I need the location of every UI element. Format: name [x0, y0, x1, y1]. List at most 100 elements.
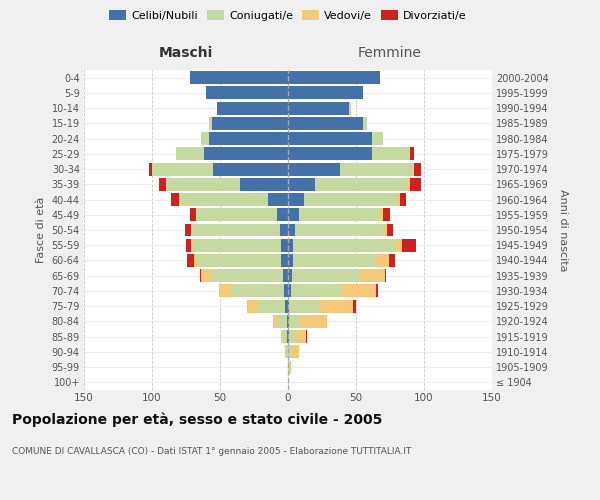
- Bar: [288, 239, 293, 252]
- Bar: [284, 284, 288, 298]
- Bar: [360, 269, 385, 282]
- Bar: [152, 162, 213, 175]
- Bar: [273, 315, 278, 328]
- Bar: [186, 239, 191, 252]
- Bar: [176, 148, 203, 160]
- Bar: [402, 239, 416, 252]
- Bar: [288, 224, 295, 236]
- Bar: [383, 224, 387, 236]
- Bar: [288, 300, 289, 312]
- Bar: [203, 148, 288, 160]
- Bar: [288, 315, 289, 328]
- Bar: [288, 102, 349, 114]
- Bar: [305, 330, 307, 343]
- Bar: [289, 330, 295, 343]
- Bar: [149, 162, 152, 175]
- Bar: [185, 224, 191, 236]
- Bar: [187, 254, 194, 267]
- Bar: [287, 330, 288, 343]
- Bar: [292, 269, 360, 282]
- Bar: [288, 117, 363, 130]
- Bar: [285, 346, 288, 358]
- Bar: [288, 330, 289, 343]
- Bar: [315, 178, 407, 191]
- Bar: [194, 254, 197, 267]
- Bar: [353, 300, 356, 312]
- Bar: [410, 178, 421, 191]
- Bar: [349, 102, 350, 114]
- Bar: [395, 239, 402, 252]
- Bar: [288, 193, 304, 206]
- Bar: [288, 178, 315, 191]
- Bar: [343, 284, 376, 298]
- Bar: [288, 254, 293, 267]
- Bar: [288, 71, 380, 84]
- Bar: [415, 162, 421, 175]
- Bar: [300, 315, 328, 328]
- Bar: [292, 346, 299, 358]
- Bar: [281, 330, 283, 343]
- Bar: [200, 269, 201, 282]
- Bar: [295, 224, 383, 236]
- Bar: [380, 208, 383, 221]
- Text: Femmine: Femmine: [358, 46, 422, 60]
- Bar: [289, 300, 319, 312]
- Bar: [241, 178, 288, 191]
- Bar: [387, 224, 393, 236]
- Bar: [201, 132, 209, 145]
- Bar: [373, 148, 410, 160]
- Bar: [288, 284, 291, 298]
- Bar: [201, 269, 212, 282]
- Bar: [376, 284, 378, 298]
- Bar: [407, 178, 410, 191]
- Bar: [232, 284, 284, 298]
- Bar: [209, 117, 212, 130]
- Bar: [285, 300, 288, 312]
- Bar: [212, 269, 283, 282]
- Bar: [397, 193, 400, 206]
- Y-axis label: Anni di nascita: Anni di nascita: [559, 188, 568, 271]
- Bar: [288, 346, 292, 358]
- Bar: [319, 300, 353, 312]
- Y-axis label: Fasce di età: Fasce di età: [36, 197, 46, 263]
- Bar: [281, 239, 288, 252]
- Bar: [218, 284, 232, 298]
- Bar: [363, 117, 367, 130]
- Legend: Celibi/Nubili, Coniugati/e, Vedovi/e, Divorziati/e: Celibi/Nubili, Coniugati/e, Vedovi/e, Di…: [105, 6, 471, 25]
- Bar: [293, 254, 375, 267]
- Bar: [197, 254, 281, 267]
- Bar: [190, 208, 196, 221]
- Bar: [196, 208, 277, 221]
- Bar: [281, 254, 288, 267]
- Bar: [299, 208, 380, 221]
- Bar: [278, 315, 287, 328]
- Bar: [289, 360, 291, 374]
- Bar: [191, 239, 193, 252]
- Bar: [166, 178, 241, 191]
- Bar: [288, 269, 292, 282]
- Bar: [159, 178, 166, 191]
- Bar: [277, 208, 288, 221]
- Bar: [206, 86, 288, 100]
- Bar: [400, 193, 406, 206]
- Bar: [389, 254, 395, 267]
- Bar: [287, 315, 288, 328]
- Bar: [288, 86, 363, 100]
- Text: COMUNE DI CAVALLASCA (CO) - Dati ISTAT 1° gennaio 2005 - Elaborazione TUTTITALIA: COMUNE DI CAVALLASCA (CO) - Dati ISTAT 1…: [12, 448, 412, 456]
- Bar: [293, 239, 395, 252]
- Text: Popolazione per età, sesso e stato civile - 2005: Popolazione per età, sesso e stato civil…: [12, 412, 382, 427]
- Bar: [375, 254, 389, 267]
- Bar: [247, 300, 258, 312]
- Bar: [212, 117, 288, 130]
- Bar: [288, 148, 373, 160]
- Bar: [209, 132, 288, 145]
- Bar: [213, 162, 288, 175]
- Text: Maschi: Maschi: [159, 46, 213, 60]
- Bar: [179, 193, 268, 206]
- Bar: [288, 132, 373, 145]
- Bar: [193, 239, 281, 252]
- Bar: [295, 330, 305, 343]
- Bar: [304, 193, 397, 206]
- Bar: [288, 208, 299, 221]
- Bar: [171, 193, 179, 206]
